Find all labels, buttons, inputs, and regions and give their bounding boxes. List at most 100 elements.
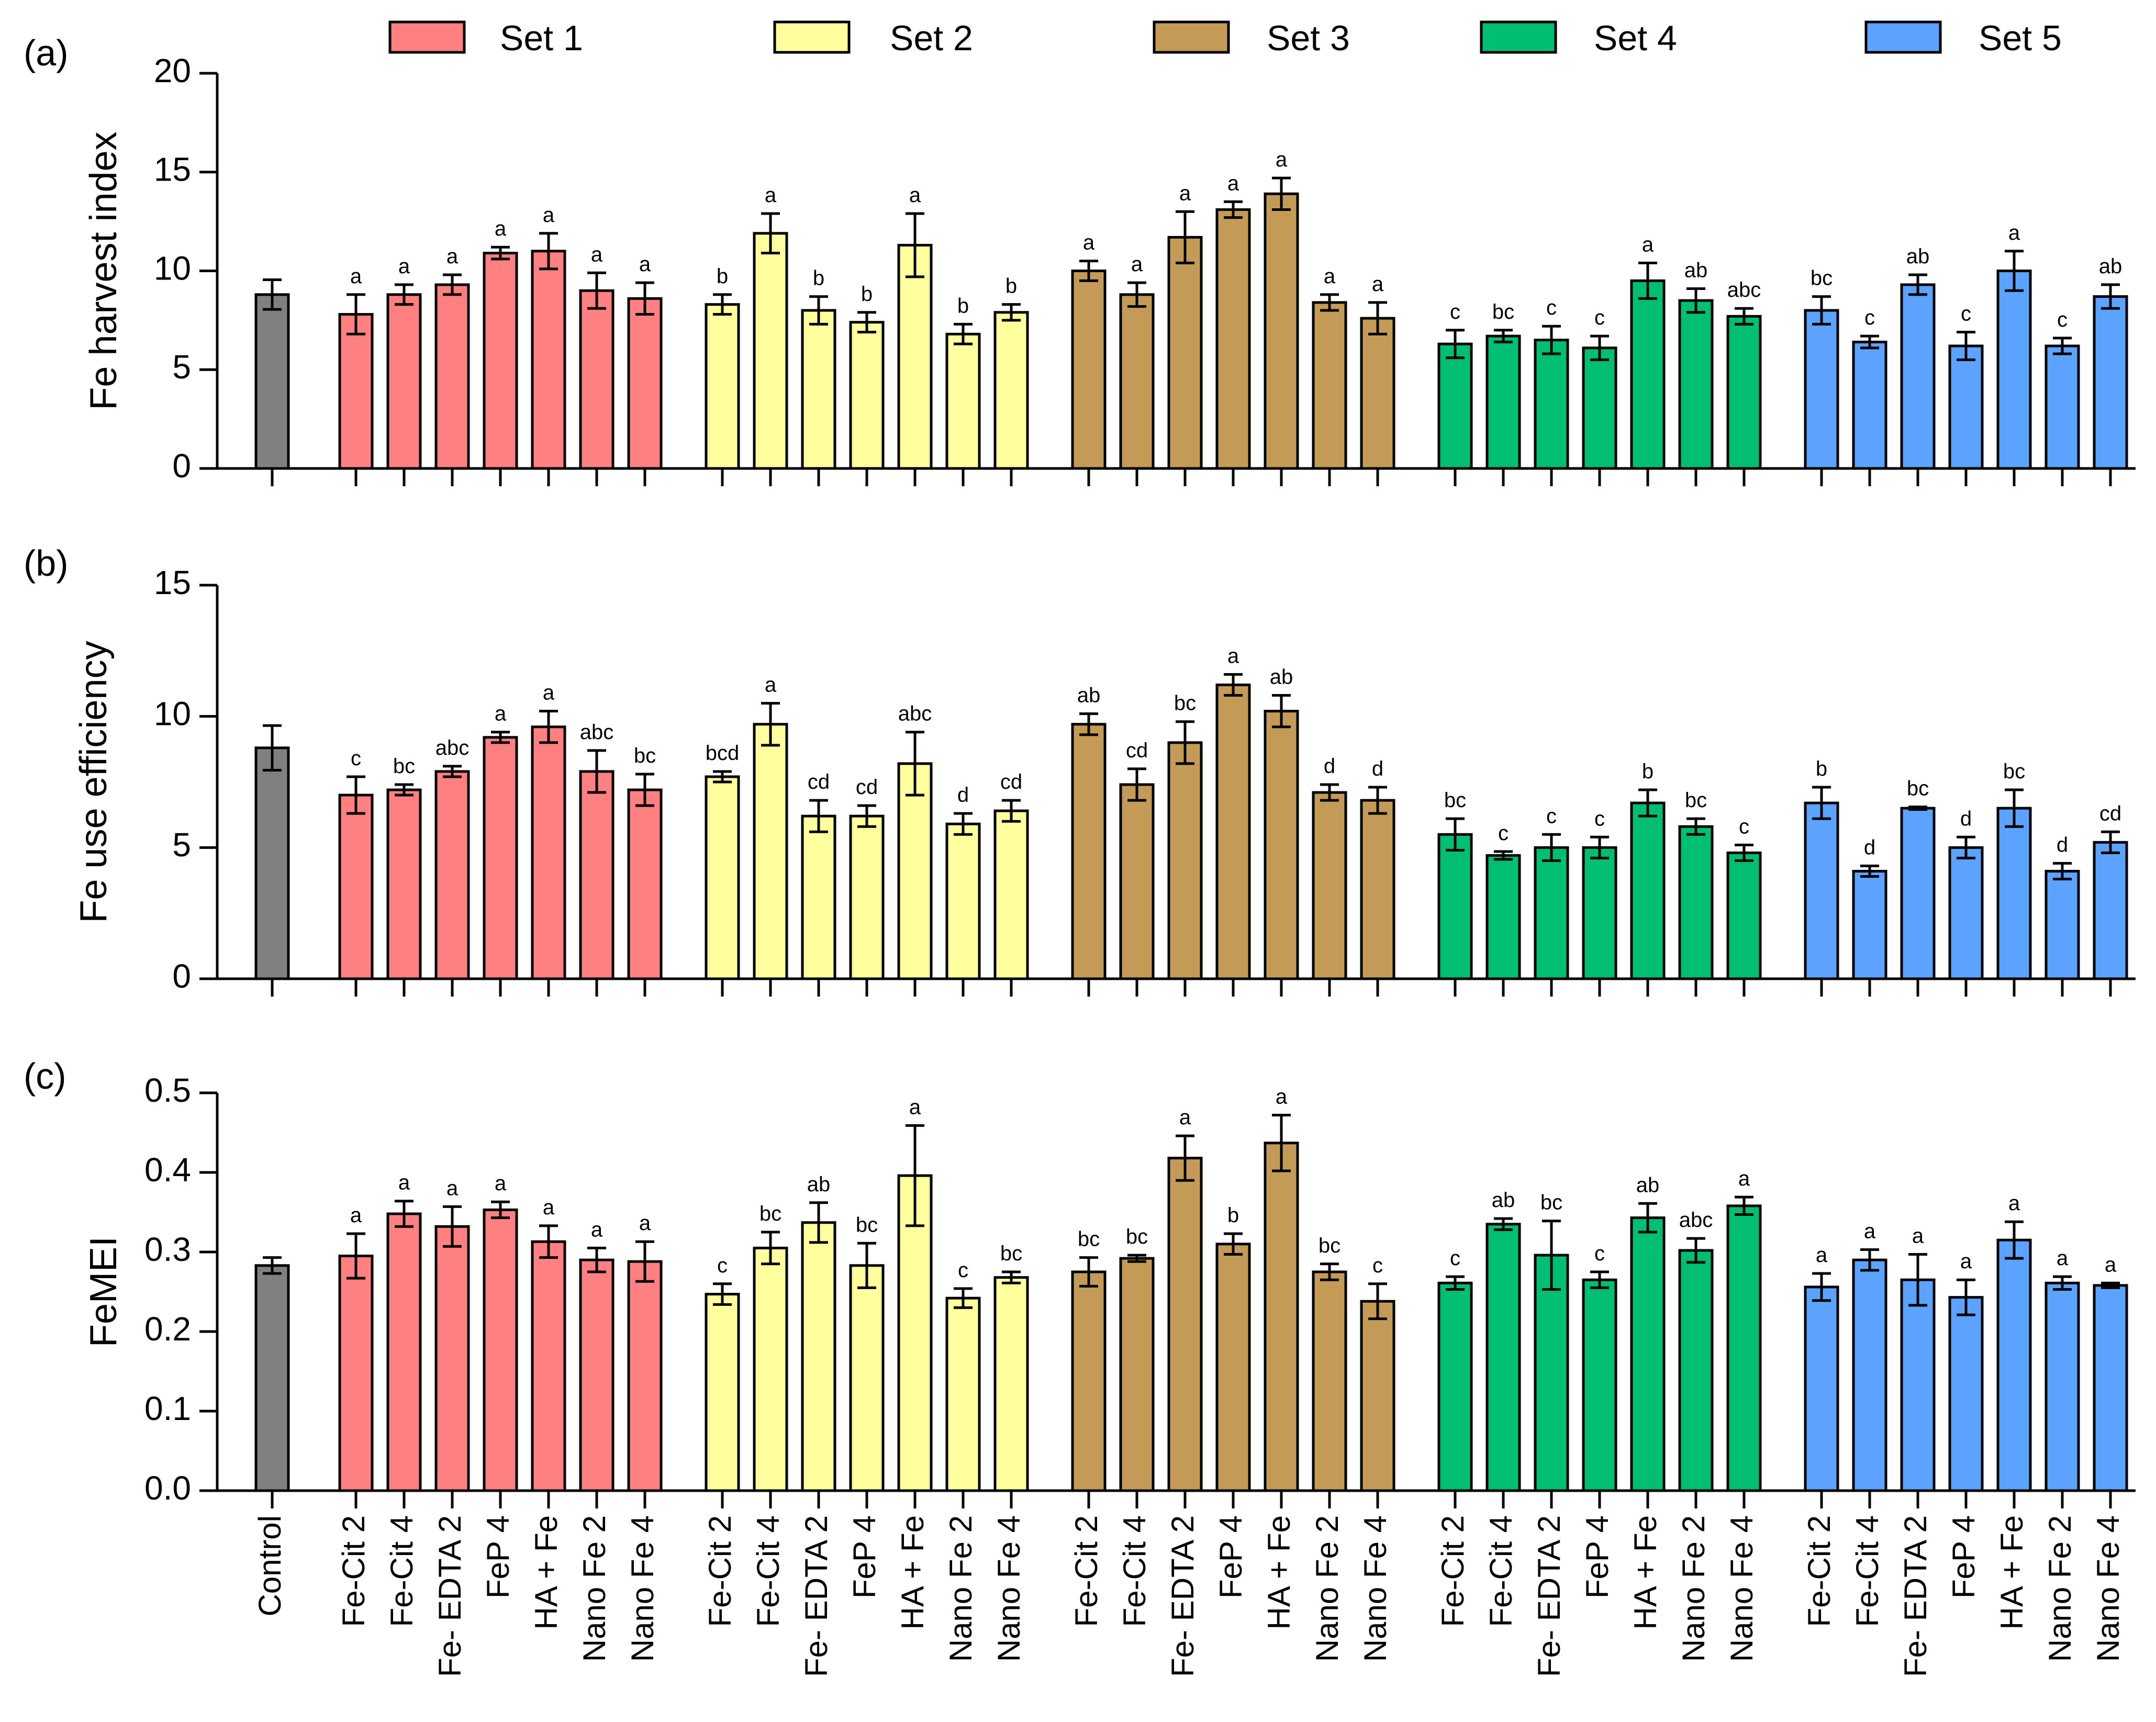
- bar-set2-1: b: [705, 265, 740, 486]
- bar-set5-6: c: [2045, 308, 2080, 486]
- bar-set1-4: a: [483, 702, 518, 997]
- x-label-set5-7: Nano Fe 4: [2091, 1515, 2126, 1662]
- y-axis-label: Fe harvest index: [83, 131, 125, 410]
- bar-set2-1: bcd: [705, 742, 740, 997]
- significance-letter: c: [1739, 815, 1749, 838]
- bar-set1-5: a: [531, 204, 566, 486]
- x-label-set3-4: FeP 4: [1213, 1515, 1248, 1598]
- bar-set2-4: b: [849, 283, 885, 486]
- significance-letter: a: [2008, 1192, 2020, 1215]
- x-label-set1-6: Nano Fe 2: [577, 1515, 612, 1662]
- bar: [1996, 1238, 2032, 1492]
- bar: [483, 252, 518, 470]
- bar: [1582, 346, 1617, 470]
- bar: [993, 311, 1029, 470]
- bar: [1678, 1249, 1714, 1492]
- bar-set3-1: bc: [1071, 1228, 1107, 1508]
- bar: [1312, 301, 1347, 470]
- significance-letter: bc: [1685, 789, 1707, 812]
- bar-set2-2: a: [753, 184, 788, 486]
- bar-set5-2: a: [1852, 1220, 1887, 1508]
- significance-letter: c: [351, 747, 361, 770]
- bar: [2093, 295, 2128, 470]
- bar: [386, 1212, 422, 1492]
- bar-set3-2: a: [1119, 253, 1155, 486]
- bar: [1852, 1258, 1887, 1492]
- bar-set1-1: a: [338, 1204, 374, 1508]
- bar: [1996, 270, 2032, 470]
- bar-set1-2: bc: [386, 755, 422, 997]
- bar-set1-7: a: [627, 1212, 663, 1508]
- significance-letter: a: [1276, 148, 1288, 171]
- x-label-set5-4: FeP 4: [1946, 1515, 1981, 1598]
- bar-set3-4: b: [1215, 1204, 1251, 1508]
- significance-letter: a: [446, 245, 459, 268]
- significance-letter: a: [1372, 273, 1384, 296]
- bar-set5-3: bc: [1900, 777, 1936, 997]
- significance-letter: d: [1864, 836, 1875, 859]
- bar-set5-1: bc: [1804, 267, 1839, 486]
- y-tick-label: 15: [154, 564, 191, 601]
- bar: [434, 770, 470, 980]
- significance-letter: c: [2057, 308, 2068, 331]
- bar: [1630, 1216, 1666, 1492]
- bar: [1485, 334, 1521, 470]
- bar: [1726, 1204, 1762, 1492]
- significance-letter: a: [2057, 1247, 2069, 1270]
- significance-letter: a: [1227, 172, 1239, 195]
- bar-set2-1: c: [705, 1254, 740, 1508]
- significance-letter: a: [1179, 182, 1191, 205]
- bar: [945, 822, 981, 980]
- bar-set1-6: abc: [579, 721, 615, 997]
- bar-set1-5: a: [531, 681, 566, 997]
- significance-letter: a: [1738, 1167, 1750, 1190]
- bar-set1-1: c: [338, 747, 374, 997]
- bar: [897, 762, 933, 980]
- bar: [254, 293, 290, 470]
- bar: [1804, 1285, 1839, 1492]
- bar-set4-1: c: [1437, 1247, 1473, 1508]
- bar: [849, 1264, 885, 1492]
- significance-letter: abc: [1727, 278, 1761, 301]
- significance-letter: b: [813, 267, 824, 290]
- bar: [531, 725, 566, 980]
- bar: [753, 232, 788, 470]
- bar-set5-5: a: [1996, 1192, 2032, 1508]
- x-label-set1-5: HA + Fe: [529, 1515, 564, 1629]
- y-tick-label: 15: [154, 151, 191, 188]
- bar: [483, 1208, 518, 1492]
- legend-label-set-2: Set 2: [890, 18, 973, 58]
- bar-set5-2: d: [1852, 836, 1887, 997]
- significance-letter: c: [1594, 306, 1605, 329]
- significance-letter: bc: [1811, 267, 1833, 290]
- bar: [1312, 1270, 1347, 1492]
- x-label-set4-1: Fe-Cit 2: [1435, 1515, 1470, 1627]
- bar: [1264, 1142, 1299, 1492]
- legend-swatch-set-5: [1864, 20, 1942, 54]
- x-label-set4-2: Fe-Cit 4: [1483, 1515, 1518, 1627]
- bar: [1071, 1270, 1107, 1492]
- bar: [2093, 1284, 2128, 1492]
- bar: [1630, 279, 1666, 470]
- bar: [1119, 783, 1155, 980]
- bar: [1264, 192, 1299, 470]
- bar: [1360, 1300, 1395, 1492]
- x-label-set2-4: FeP 4: [847, 1515, 882, 1598]
- significance-letter: c: [1864, 306, 1875, 329]
- significance-letter: ab: [2099, 255, 2123, 278]
- bar: [945, 1296, 981, 1492]
- bar-set5-2: c: [1852, 306, 1887, 486]
- bar: [1167, 741, 1203, 980]
- significance-letter: c: [1961, 303, 1971, 326]
- significance-letter: a: [909, 184, 921, 207]
- significance-letter: a: [543, 1196, 555, 1219]
- bar-set4-6: bc: [1678, 789, 1714, 997]
- bar-set3-3: a: [1167, 1106, 1203, 1508]
- bar-set3-5: a: [1264, 148, 1299, 486]
- legend-swatch-set-1: [388, 20, 466, 54]
- bar-set5-4: c: [1948, 303, 1984, 486]
- bar-set2-6: d: [945, 784, 981, 997]
- bar: [579, 289, 615, 470]
- bar: [1900, 807, 1936, 980]
